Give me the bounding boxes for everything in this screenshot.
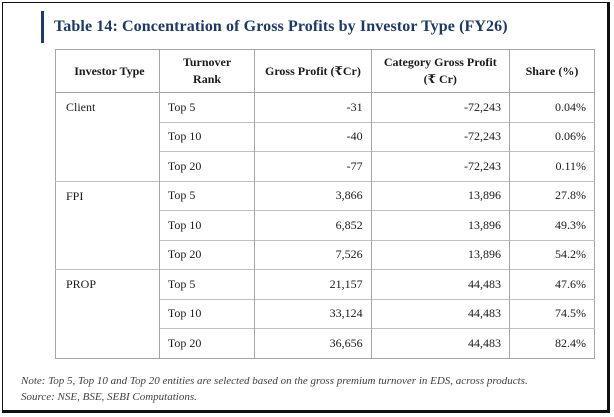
header-turnover-rank-line2: Rank [193,72,222,86]
cell-share: 49.3% [508,210,595,240]
table-row: Top 10 -40 -72,243 0.06% [56,121,595,152]
cell-investor: FPI [55,180,160,211]
header-investor-type: Investor Type [55,49,160,93]
cell-share: 47.6% [508,269,595,299]
table-header: Investor Type Turnover Rank Gross Profit… [55,49,595,93]
header-category-gross-profit-line2: (₹ Cr) [423,72,457,86]
cell-category-gross-profit: 44,483 [370,328,510,358]
cell-investor: Client [66,100,96,114]
cell-rank: Top 20 [158,328,255,358]
table-row: PROP Top 5 21,157 44,483 47.6% [55,269,595,299]
cell-investor [56,329,160,359]
table-row: Top 20 -77 -72,243 0.11% [56,151,595,182]
cell-share: 74.5% [508,298,595,329]
cell-investor [56,211,160,241]
table-row: FPI Top 5 3,866 13,896 27.8% [55,180,595,211]
document-frame: Table 14: Concentration of Gross Profits… [2,2,610,413]
cell-rank: Top 5 [158,180,255,211]
cell-gross-profit: -40 [254,121,372,152]
cell-gross-profit: 36,656 [254,328,372,358]
cell-gross-profit: 33,124 [254,298,372,329]
cell-gross-profit: 21,157 [254,269,372,299]
cell-share: 27.8% [508,180,595,211]
cell-investor [56,240,160,270]
cell-category-gross-profit: 13,896 [370,239,510,270]
source-text: Source: NSE, BSE, SEBI Computations. [21,391,197,403]
cell-category-gross-profit: -72,243 [370,151,510,181]
cell-rank: Top 10 [158,121,255,152]
cell-investor [56,299,160,329]
header-category-gross-profit: Category Gross Profit (₹ Cr) [370,49,510,93]
cell-rank: Top 10 [158,298,255,329]
cell-share: 82.4% [508,328,595,358]
cell-category-gross-profit: 44,483 [370,298,510,329]
cell-category-gross-profit: 13,896 [370,180,510,211]
cell-gross-profit: -77 [254,151,372,181]
profit-concentration-table: Investor Type Turnover Rank Gross Profit… [55,49,595,359]
cell-share: 0.11% [508,151,595,181]
cell-category-gross-profit: -72,243 [370,121,510,152]
cell-category-gross-profit: 13,896 [370,210,510,240]
cell-category-gross-profit: -72,243 [370,92,510,122]
cell-rank: Top 5 [158,269,255,299]
table-row: Top 20 36,656 44,483 82.4% [56,328,595,359]
header-category-gross-profit-line1: Category Gross Profit [383,55,497,69]
cell-share: 0.06% [508,121,595,152]
cell-investor: PROP [55,269,160,299]
cell-category-gross-profit: 44,483 [370,269,510,299]
table-container: Investor Type Turnover Rank Gross Profit… [55,49,595,361]
table-row: Top 20 7,526 13,896 54.2% [56,239,595,270]
header-gross-profit: Gross Profit (₹Cr) [254,49,372,93]
cell-gross-profit: -31 [254,92,372,122]
cell-investor [56,122,160,152]
table-row: Top 10 6,852 13,896 49.3% [56,210,595,241]
cell-rank: Top 5 [158,92,255,122]
header-share: Share (%) [508,49,595,93]
cell-gross-profit: 3,866 [254,180,372,211]
header-turnover-rank-line1: Turnover [182,55,232,69]
cell-rank: Top 10 [158,210,255,240]
cell-share: 0.04% [508,92,595,122]
cell-share: 54.2% [508,239,595,270]
table-row: Top 10 33,124 44,483 74.5% [56,298,595,329]
cell-gross-profit: 7,526 [254,239,372,270]
cell-rank: Top 20 [158,239,255,270]
header-row: Investor Type Turnover Rank Gross Profit… [55,49,595,93]
cell-investor [56,152,160,182]
table-title: Table 14: Concentration of Gross Profits… [54,18,508,35]
note-text: Note: Top 5, Top 10 and Top 20 entities … [21,375,528,387]
cell-rank: Top 20 [158,151,255,181]
cell-gross-profit: 6,852 [254,210,372,240]
table-footnote: Note: Top 5, Top 10 and Top 20 entities … [21,373,601,405]
header-turnover-rank: Turnover Rank [158,49,255,93]
table-row: Client Top 5 -31 -72,243 0.04% [56,92,595,122]
table-body: Client Top 5 -31 -72,243 0.04% Top 10 -4… [55,92,595,359]
title-accent-bar: Table 14: Concentration of Gross Profits… [41,11,508,43]
